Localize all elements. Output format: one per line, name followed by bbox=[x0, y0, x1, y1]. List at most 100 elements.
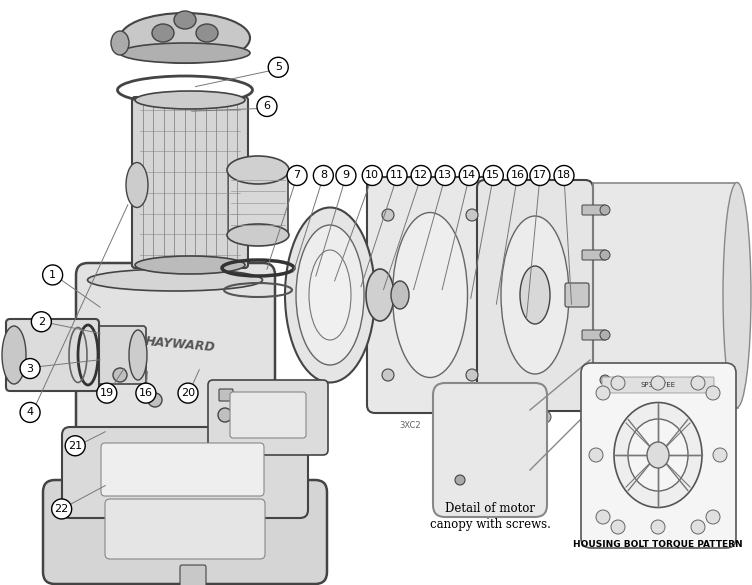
Ellipse shape bbox=[129, 330, 147, 380]
Circle shape bbox=[287, 166, 307, 185]
FancyBboxPatch shape bbox=[105, 499, 265, 559]
Text: 11: 11 bbox=[390, 170, 404, 181]
Circle shape bbox=[600, 250, 610, 260]
FancyBboxPatch shape bbox=[602, 377, 714, 393]
Ellipse shape bbox=[111, 31, 129, 55]
FancyBboxPatch shape bbox=[228, 168, 288, 237]
Ellipse shape bbox=[723, 183, 751, 408]
Text: 14: 14 bbox=[462, 170, 476, 181]
Text: 6: 6 bbox=[263, 101, 271, 112]
Circle shape bbox=[589, 448, 603, 462]
Circle shape bbox=[382, 369, 394, 381]
FancyBboxPatch shape bbox=[367, 177, 493, 413]
Text: 2: 2 bbox=[38, 316, 45, 327]
Circle shape bbox=[651, 520, 665, 534]
Text: 15: 15 bbox=[487, 170, 500, 181]
Text: 22: 22 bbox=[55, 504, 68, 514]
Circle shape bbox=[387, 166, 407, 185]
FancyBboxPatch shape bbox=[208, 380, 328, 455]
Text: Detail of motor: Detail of motor bbox=[445, 502, 535, 515]
Text: 17: 17 bbox=[533, 170, 547, 181]
FancyBboxPatch shape bbox=[132, 97, 248, 268]
Ellipse shape bbox=[126, 163, 148, 208]
FancyBboxPatch shape bbox=[43, 480, 327, 584]
Ellipse shape bbox=[393, 212, 468, 377]
Ellipse shape bbox=[227, 224, 289, 246]
Circle shape bbox=[611, 520, 625, 534]
Circle shape bbox=[314, 166, 333, 185]
FancyBboxPatch shape bbox=[76, 263, 275, 442]
Ellipse shape bbox=[120, 13, 250, 63]
Circle shape bbox=[455, 475, 465, 485]
Circle shape bbox=[484, 166, 503, 185]
Text: canopy with screws.: canopy with screws. bbox=[429, 518, 550, 531]
FancyBboxPatch shape bbox=[582, 250, 606, 260]
FancyBboxPatch shape bbox=[581, 363, 736, 548]
Circle shape bbox=[382, 209, 394, 221]
Text: HAYWARD: HAYWARD bbox=[144, 335, 216, 355]
Text: 13: 13 bbox=[438, 170, 452, 181]
Circle shape bbox=[596, 510, 610, 524]
Ellipse shape bbox=[285, 208, 375, 383]
Text: 18: 18 bbox=[557, 170, 571, 181]
FancyBboxPatch shape bbox=[582, 205, 606, 215]
Circle shape bbox=[52, 499, 71, 519]
Circle shape bbox=[466, 209, 478, 221]
Circle shape bbox=[97, 383, 117, 403]
Circle shape bbox=[65, 436, 85, 456]
Text: 12: 12 bbox=[414, 170, 428, 181]
Circle shape bbox=[706, 386, 720, 400]
Ellipse shape bbox=[87, 269, 262, 291]
FancyBboxPatch shape bbox=[582, 375, 606, 385]
Ellipse shape bbox=[2, 326, 26, 384]
Circle shape bbox=[178, 383, 198, 403]
Circle shape bbox=[336, 166, 356, 185]
Ellipse shape bbox=[174, 11, 196, 29]
Text: 20: 20 bbox=[181, 388, 195, 398]
Text: 3: 3 bbox=[26, 363, 34, 374]
Text: 7: 7 bbox=[293, 170, 301, 181]
FancyBboxPatch shape bbox=[85, 326, 146, 384]
Circle shape bbox=[554, 166, 574, 185]
Ellipse shape bbox=[501, 216, 569, 374]
FancyBboxPatch shape bbox=[582, 330, 606, 340]
Circle shape bbox=[611, 376, 625, 390]
Circle shape bbox=[713, 448, 727, 462]
FancyBboxPatch shape bbox=[593, 183, 738, 408]
Ellipse shape bbox=[309, 250, 351, 340]
Circle shape bbox=[706, 510, 720, 524]
Circle shape bbox=[508, 166, 527, 185]
Ellipse shape bbox=[366, 269, 394, 321]
Circle shape bbox=[691, 376, 705, 390]
Circle shape bbox=[600, 205, 610, 215]
Circle shape bbox=[32, 312, 51, 332]
Ellipse shape bbox=[296, 225, 364, 365]
FancyBboxPatch shape bbox=[219, 389, 233, 401]
Circle shape bbox=[411, 166, 431, 185]
Circle shape bbox=[136, 383, 156, 403]
Circle shape bbox=[600, 375, 610, 385]
Circle shape bbox=[539, 411, 551, 423]
Ellipse shape bbox=[391, 281, 409, 309]
Text: HOUSING BOLT TORQUE PATTERN: HOUSING BOLT TORQUE PATTERN bbox=[573, 540, 743, 549]
Circle shape bbox=[20, 402, 40, 422]
Circle shape bbox=[651, 376, 665, 390]
Ellipse shape bbox=[120, 43, 250, 63]
Text: 3XC2: 3XC2 bbox=[399, 421, 421, 429]
Circle shape bbox=[43, 265, 62, 285]
Text: SP3207EE: SP3207EE bbox=[641, 382, 675, 388]
Ellipse shape bbox=[135, 91, 245, 109]
Text: 4: 4 bbox=[26, 407, 34, 418]
FancyBboxPatch shape bbox=[6, 319, 99, 391]
Text: 5: 5 bbox=[274, 62, 282, 73]
FancyBboxPatch shape bbox=[101, 443, 264, 496]
Ellipse shape bbox=[227, 156, 289, 184]
Circle shape bbox=[596, 386, 610, 400]
Circle shape bbox=[362, 166, 382, 185]
Circle shape bbox=[20, 359, 40, 378]
Circle shape bbox=[257, 97, 277, 116]
Circle shape bbox=[148, 393, 162, 407]
Ellipse shape bbox=[628, 419, 688, 491]
FancyBboxPatch shape bbox=[433, 383, 547, 517]
FancyBboxPatch shape bbox=[180, 565, 206, 585]
